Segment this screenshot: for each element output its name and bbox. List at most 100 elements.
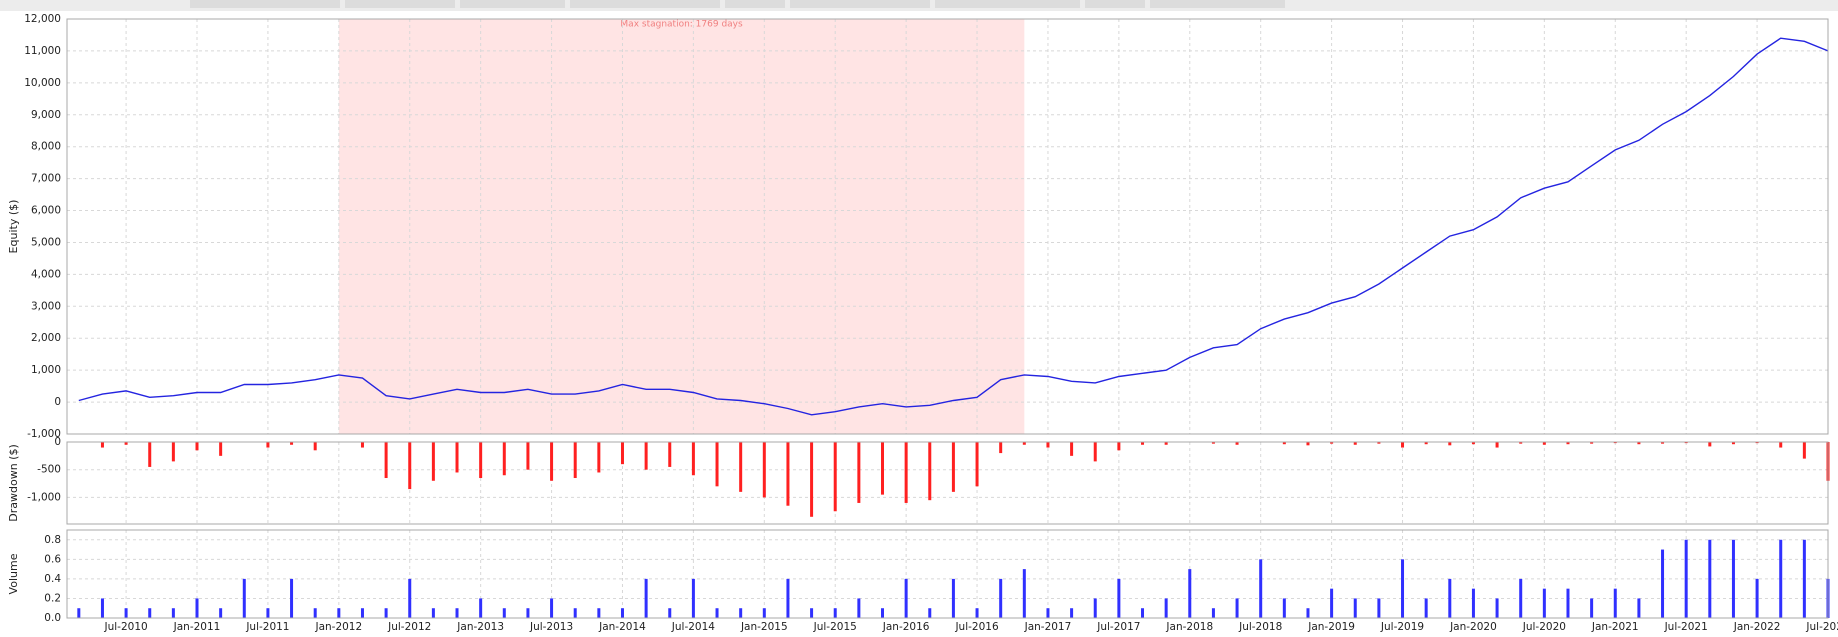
bar xyxy=(526,608,530,618)
bar xyxy=(904,442,908,503)
bar xyxy=(455,442,459,473)
bar xyxy=(1117,442,1121,451)
x-tick-label: Jan-2018 xyxy=(1165,621,1213,633)
y-tick-label: 8,000 xyxy=(31,141,61,153)
bar xyxy=(1070,608,1074,618)
y-tick-label: 2,000 xyxy=(31,332,61,344)
bar xyxy=(1046,442,1050,448)
bar xyxy=(77,608,81,618)
bar xyxy=(290,578,294,618)
bar xyxy=(928,442,932,501)
plot-background xyxy=(67,530,1828,618)
bar xyxy=(337,608,341,618)
x-tick-label: Jan-2019 xyxy=(1307,621,1355,633)
bar xyxy=(1401,559,1405,618)
y-axis-label: Equity ($) xyxy=(7,200,20,254)
bar xyxy=(1093,598,1097,618)
bar xyxy=(266,608,270,618)
x-tick-label: Jul-2013 xyxy=(529,621,573,633)
bar xyxy=(762,442,766,498)
bar xyxy=(1046,608,1050,618)
x-tick-label: Jan-2012 xyxy=(314,621,362,633)
bar xyxy=(219,608,223,618)
bar xyxy=(479,598,483,618)
y-tick-label: -1,000 xyxy=(27,491,61,503)
y-tick-label: -500 xyxy=(37,464,61,476)
bar xyxy=(219,442,223,456)
x-tick-label: Jul-2014 xyxy=(671,621,715,633)
bar xyxy=(880,608,884,618)
bar xyxy=(975,608,979,618)
bar xyxy=(1613,588,1617,618)
bar xyxy=(455,608,459,618)
bar xyxy=(408,578,412,618)
x-tick-label: Jul-2017 xyxy=(1096,621,1140,633)
stagnation-label: Max stagnation: 1769 days xyxy=(620,20,743,30)
x-tick-label: Jul-2019 xyxy=(1380,621,1424,633)
bar xyxy=(313,442,317,451)
bar xyxy=(1731,539,1735,618)
bar xyxy=(148,442,152,467)
x-tick-label: Jul-2012 xyxy=(387,621,431,633)
y-tick-label: 7,000 xyxy=(31,173,61,185)
bar xyxy=(1684,539,1688,618)
bar xyxy=(597,442,601,473)
bar xyxy=(1306,608,1310,618)
x-tick-label: Jul-2010 xyxy=(104,621,148,633)
bar xyxy=(1211,442,1215,444)
bar xyxy=(1637,442,1641,445)
plot-frame xyxy=(66,441,1829,525)
y-tick-label: 0.6 xyxy=(44,553,61,565)
bar xyxy=(431,608,435,618)
bar xyxy=(975,442,979,487)
x-tick-label: Jul-2022 xyxy=(1805,621,1838,633)
y-tick-label: 6,000 xyxy=(31,205,61,217)
x-tick-label: Jul-2021 xyxy=(1664,621,1708,633)
bar xyxy=(1708,442,1712,447)
stagnation-region xyxy=(338,19,1025,434)
bar xyxy=(1566,442,1570,445)
bar xyxy=(100,598,104,618)
bar xyxy=(1424,442,1428,445)
bar xyxy=(313,608,317,618)
bar xyxy=(833,608,837,618)
x-tick-label: Jan-2015 xyxy=(740,621,788,633)
bar xyxy=(360,442,364,448)
bar xyxy=(1471,442,1475,445)
bar xyxy=(1448,442,1452,446)
bar xyxy=(904,578,908,618)
y-tick-label: 0 xyxy=(54,396,61,408)
bar xyxy=(1401,442,1405,448)
toolbar xyxy=(0,0,1838,11)
bar xyxy=(1259,559,1263,618)
bar xyxy=(550,598,554,618)
bar xyxy=(1661,549,1665,618)
bar xyxy=(1377,442,1381,444)
bar xyxy=(290,442,294,445)
y-axis-label: Volume xyxy=(7,553,20,594)
bar xyxy=(644,442,648,470)
bar xyxy=(148,608,152,618)
bar xyxy=(951,578,955,618)
bar xyxy=(195,598,199,618)
bar xyxy=(242,578,246,618)
bar xyxy=(1566,588,1570,618)
bar xyxy=(1330,588,1334,618)
bar xyxy=(715,608,719,618)
bar xyxy=(739,608,743,618)
bar xyxy=(999,578,1003,618)
bar xyxy=(880,442,884,495)
x-tick-label: Jan-2016 xyxy=(882,621,930,633)
plot-frame xyxy=(66,529,1829,619)
bar xyxy=(1590,598,1594,618)
x-tick-label: Jan-2022 xyxy=(1733,621,1781,633)
bar xyxy=(857,598,861,618)
bar xyxy=(502,608,506,618)
bar xyxy=(762,608,766,618)
y-tick-label: 0.2 xyxy=(44,592,61,604)
bar xyxy=(1306,442,1310,446)
bar xyxy=(1141,608,1145,618)
bar xyxy=(691,578,695,618)
x-tick-label: Jul-2011 xyxy=(245,621,289,633)
x-tick-label: Jan-2011 xyxy=(173,621,221,633)
